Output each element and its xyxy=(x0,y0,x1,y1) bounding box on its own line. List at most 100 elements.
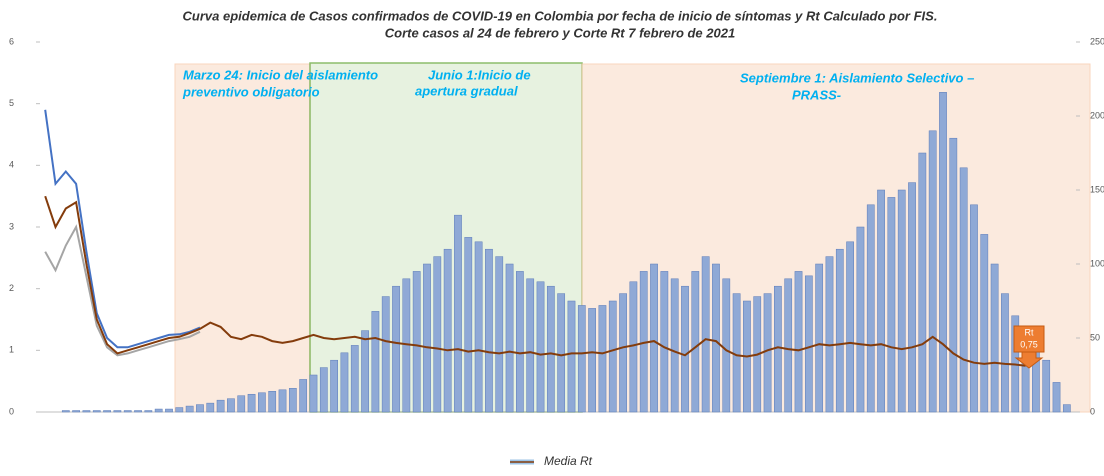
bar xyxy=(216,399,225,413)
bar xyxy=(939,92,947,413)
bar xyxy=(319,367,328,413)
bar xyxy=(495,256,504,413)
bar xyxy=(371,311,380,413)
chart-subtitle: Corte casos al 24 de febrero y Corte Rt … xyxy=(385,25,735,40)
y-tick-label: 0 xyxy=(9,406,14,416)
bar xyxy=(288,388,297,413)
bar xyxy=(485,248,493,413)
annotation: Marzo 24: Inicio del aislamiento xyxy=(183,67,378,82)
bar xyxy=(268,391,277,413)
y-tick-label: 1 xyxy=(9,345,14,355)
bar xyxy=(340,352,349,413)
annotation: preventivo obligatorio xyxy=(182,84,320,99)
bar xyxy=(505,263,514,413)
bar xyxy=(722,278,731,413)
bar xyxy=(61,410,70,413)
callout-arrow xyxy=(1014,351,1044,369)
y2-tick-label: 100 xyxy=(1090,258,1104,268)
bar xyxy=(577,305,586,413)
y-tick-label: 6 xyxy=(9,36,14,46)
bar xyxy=(113,410,122,413)
y2-tick-label: 50 xyxy=(1090,332,1100,342)
bar xyxy=(546,285,555,413)
bar xyxy=(825,256,834,413)
bar xyxy=(1052,382,1061,413)
plot xyxy=(44,92,1071,413)
bar xyxy=(196,404,204,413)
chart-title: Curva epidemica de Casos confirmados de … xyxy=(183,8,938,23)
bar xyxy=(247,393,256,413)
bar xyxy=(526,278,535,413)
bar xyxy=(165,408,173,413)
bar xyxy=(423,263,431,413)
bar xyxy=(784,278,793,413)
bar xyxy=(464,237,473,413)
bar xyxy=(82,410,91,413)
bar xyxy=(928,130,937,413)
bar xyxy=(227,398,235,413)
bar xyxy=(608,300,617,413)
rt-line xyxy=(44,224,201,357)
annotation: Septiembre 1: Aislamiento Selectivo – xyxy=(740,70,974,85)
bar xyxy=(650,263,658,413)
bar xyxy=(412,271,421,413)
annotation: PRASS- xyxy=(792,87,841,102)
bar xyxy=(732,293,741,413)
bar xyxy=(134,410,142,413)
y2-tick-label: 250 xyxy=(1090,36,1104,46)
bar xyxy=(598,305,607,413)
bar xyxy=(443,248,452,413)
bar xyxy=(392,285,400,413)
y-tick-label: 5 xyxy=(9,98,14,108)
bar xyxy=(175,407,184,413)
bar xyxy=(670,278,679,413)
bar xyxy=(846,241,854,413)
y2-tick-label: 200 xyxy=(1090,110,1104,120)
bar xyxy=(763,293,772,413)
bar xyxy=(557,293,566,413)
bar xyxy=(381,296,390,413)
bar xyxy=(516,271,524,413)
bar xyxy=(278,389,287,413)
bar xyxy=(1001,293,1009,413)
bar xyxy=(619,293,627,413)
bar xyxy=(144,410,153,413)
bar xyxy=(691,271,700,413)
bar xyxy=(72,410,80,413)
bar xyxy=(835,248,844,413)
callout-text: Rt xyxy=(1025,327,1034,337)
y2-tick-label: 0 xyxy=(1090,406,1095,416)
rt-line xyxy=(44,195,1026,367)
bar xyxy=(123,410,132,413)
legend-label: Media Rt xyxy=(544,454,593,468)
bar xyxy=(92,410,101,413)
bar xyxy=(774,285,782,413)
annotation: apertura gradual xyxy=(415,83,518,98)
bar xyxy=(815,263,824,413)
bar xyxy=(361,330,369,413)
bar xyxy=(536,281,545,413)
bar xyxy=(897,189,906,413)
bar xyxy=(474,241,483,413)
bar xyxy=(804,275,813,413)
rt-line xyxy=(44,109,201,349)
bar xyxy=(350,345,359,413)
bar xyxy=(103,410,111,413)
bar xyxy=(299,379,308,413)
bar xyxy=(970,204,978,413)
bar xyxy=(990,263,999,413)
bar xyxy=(433,256,442,413)
bar xyxy=(681,285,689,413)
bar xyxy=(980,234,989,413)
bar xyxy=(454,214,462,413)
bar xyxy=(588,308,596,413)
bar xyxy=(1062,404,1071,413)
legend: Media Rt xyxy=(510,454,593,468)
bar xyxy=(959,167,968,413)
bar xyxy=(154,408,163,413)
bar xyxy=(712,263,720,413)
bar xyxy=(206,402,215,413)
bar xyxy=(918,152,927,413)
y-tick-label: 2 xyxy=(9,283,14,293)
bar xyxy=(185,405,194,413)
